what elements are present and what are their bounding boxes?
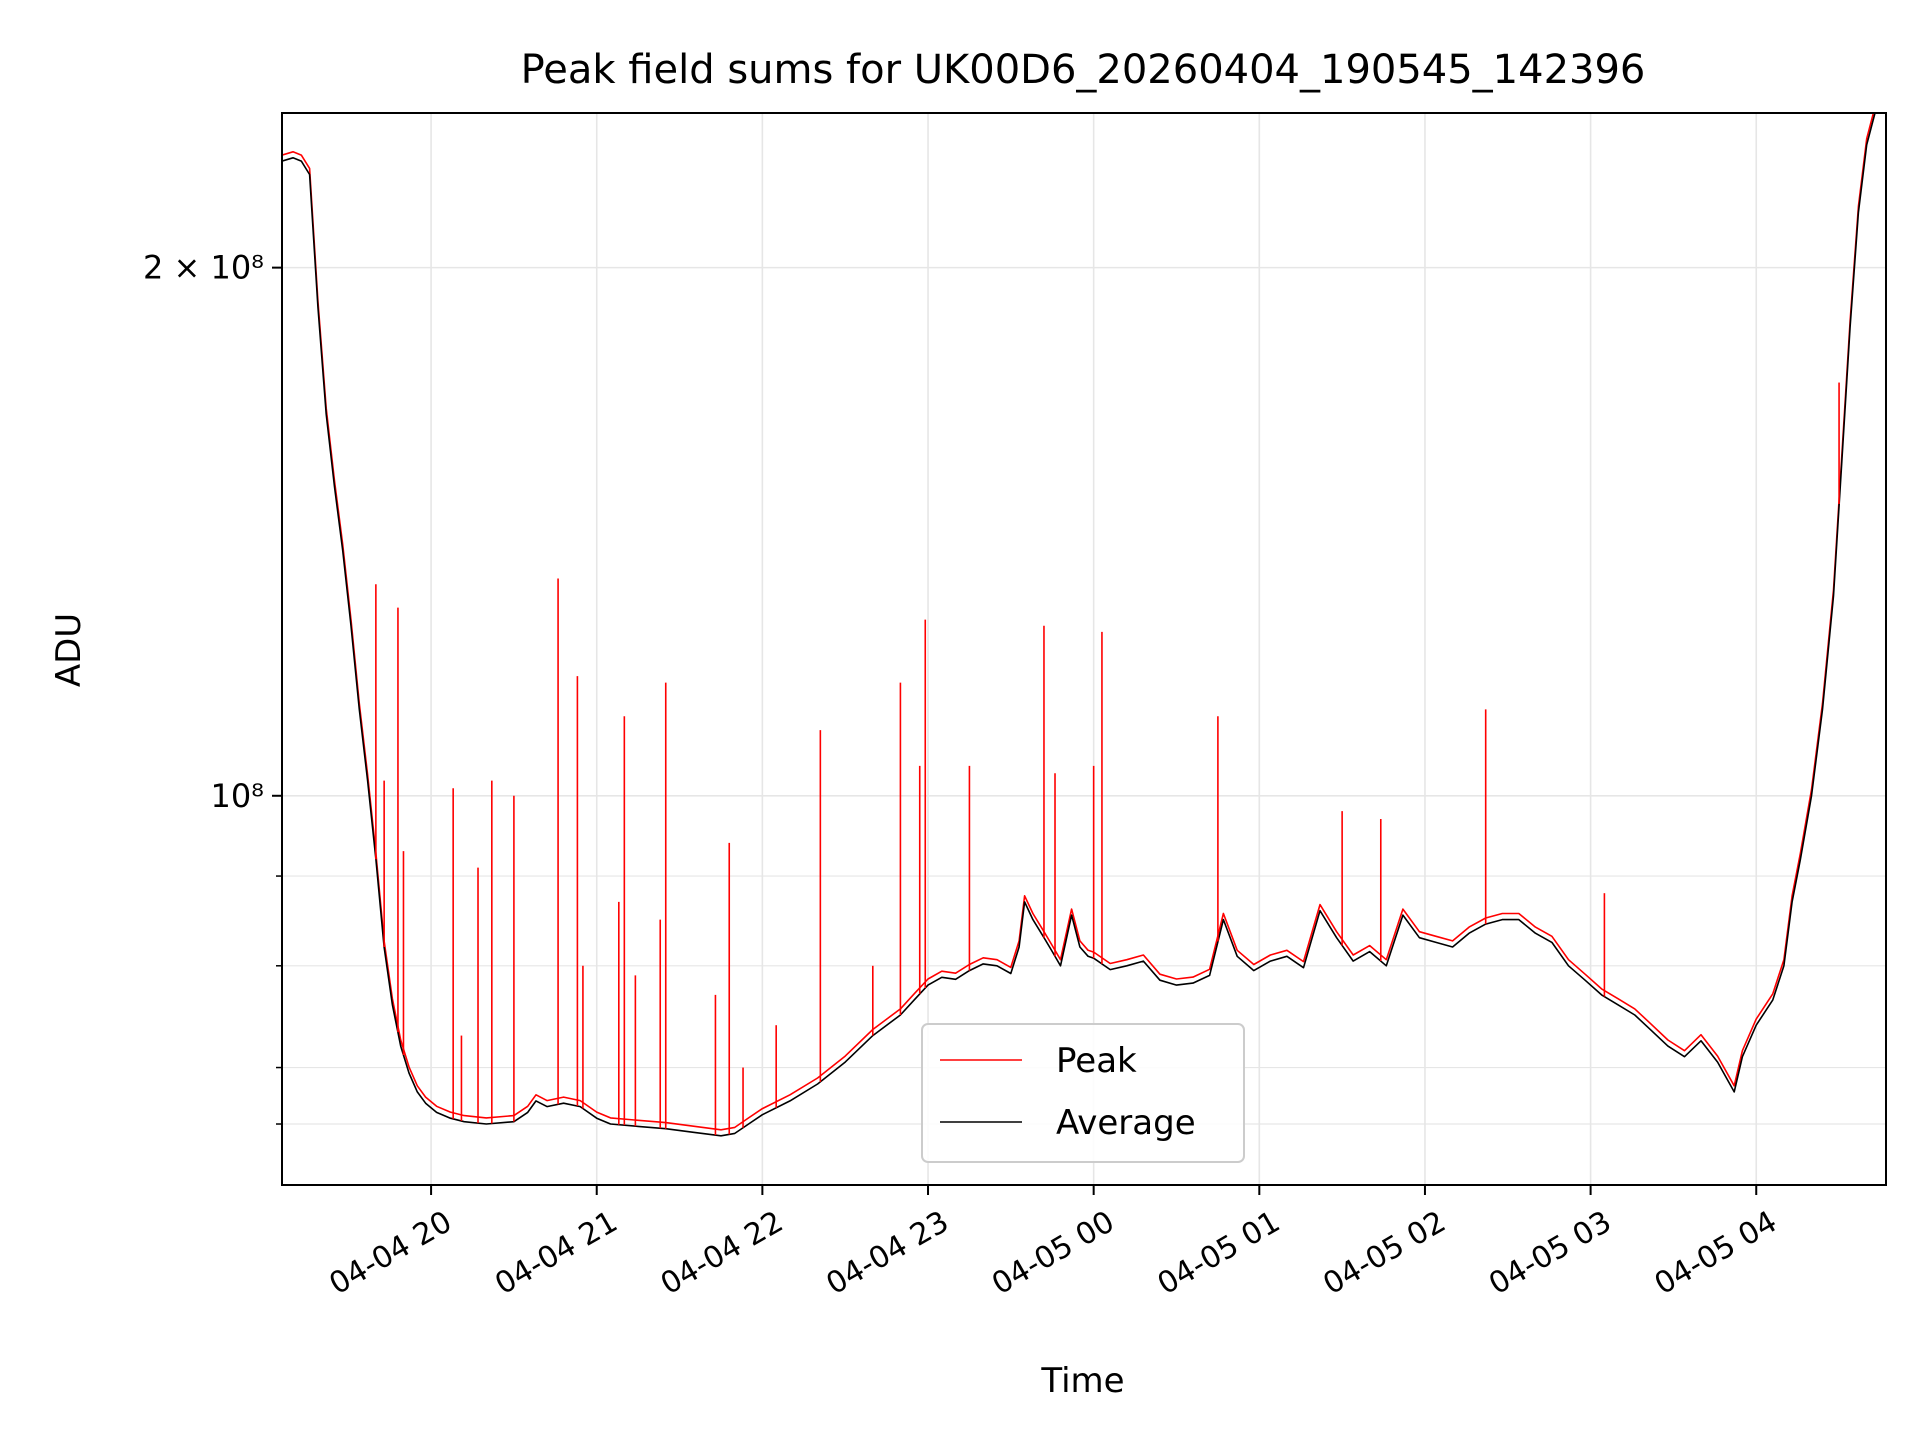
plot-frame <box>281 112 1887 1186</box>
chart-title: Peak field sums for UK00D6_20260404_1905… <box>521 47 1646 93</box>
y-axis: 10⁸ 2 × 10⁸ <box>143 249 282 1125</box>
y-axis-label: ADU <box>49 613 89 687</box>
series-line-peak <box>282 113 1875 1131</box>
y-tick-label: 2 × 10⁸ <box>143 249 264 287</box>
legend: Peak Average <box>921 1023 1245 1163</box>
series-line-average <box>282 113 1886 1137</box>
plot-series <box>282 113 1886 1137</box>
legend-box <box>921 1023 1245 1163</box>
legend-label-peak: Peak <box>1056 1041 1137 1081</box>
x-axis-label: Time <box>1040 1361 1124 1401</box>
y-tick-label: 10⁸ <box>210 777 264 815</box>
legend-label-average: Average <box>1056 1103 1196 1143</box>
